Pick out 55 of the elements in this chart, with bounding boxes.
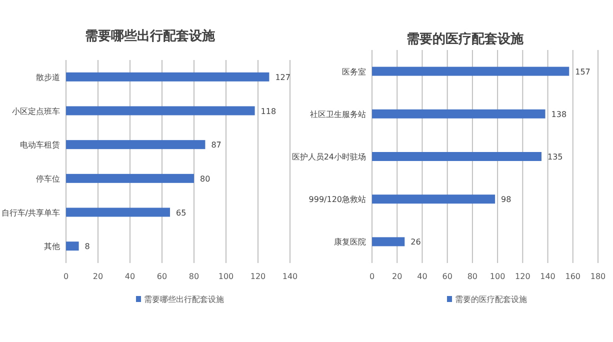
y-tick-label: 电动车租赁 bbox=[20, 140, 60, 150]
data-label: 98 bbox=[501, 195, 512, 204]
bar bbox=[66, 106, 255, 116]
x-tick-label: 0 bbox=[369, 272, 375, 281]
bar bbox=[372, 66, 570, 76]
data-label: 157 bbox=[575, 67, 590, 76]
y-tick-label: 社区卫生服务站 bbox=[310, 110, 366, 119]
data-label: 8 bbox=[84, 242, 90, 252]
x-tick-label: 100 bbox=[490, 272, 506, 281]
y-tick-label: 小区定点班车 bbox=[12, 106, 60, 116]
x-tick-label: 140 bbox=[540, 272, 556, 281]
x-tick-label: 20 bbox=[392, 272, 402, 281]
x-tick-label: 60 bbox=[156, 272, 168, 281]
x-tick-label: 180 bbox=[590, 272, 606, 281]
bar bbox=[372, 237, 405, 246]
bar bbox=[66, 140, 206, 150]
x-tick-label: 120 bbox=[515, 272, 530, 281]
legend-label: 需要的医疗配套设施 bbox=[455, 295, 527, 304]
y-tick-label: 停车位 bbox=[36, 174, 60, 184]
y-tick-label: 康复医院 bbox=[334, 238, 366, 247]
x-tick-label: 20 bbox=[92, 272, 104, 281]
data-label: 80 bbox=[200, 174, 210, 184]
data-label: 87 bbox=[211, 140, 222, 150]
bar bbox=[66, 174, 194, 183]
bar bbox=[372, 194, 496, 204]
data-label: 65 bbox=[176, 208, 186, 218]
data-label: 138 bbox=[551, 110, 567, 119]
x-tick-label: 40 bbox=[124, 272, 136, 281]
bar bbox=[66, 208, 170, 217]
data-label: 26 bbox=[410, 238, 421, 247]
x-tick-label: 80 bbox=[188, 272, 200, 281]
bar bbox=[372, 109, 546, 118]
y-tick-label: 医护人员24小时驻场 bbox=[292, 152, 366, 162]
bar bbox=[66, 72, 270, 82]
x-tick-label: 140 bbox=[282, 272, 298, 281]
x-tick-label: 100 bbox=[218, 272, 234, 281]
bar bbox=[372, 152, 542, 161]
data-label: 135 bbox=[548, 152, 563, 162]
x-tick-label: 80 bbox=[467, 272, 478, 281]
y-tick-label: 999/120急救站 bbox=[308, 195, 366, 204]
y-tick-label: 散步道 bbox=[36, 72, 60, 82]
y-tick-label: 自行车/共享单车 bbox=[1, 208, 60, 218]
chart-title: 需要哪些出行配套设施 bbox=[85, 28, 216, 44]
data-label: 127 bbox=[275, 72, 290, 82]
y-tick-label: 其他 bbox=[44, 242, 60, 252]
y-tick-label: 医务室 bbox=[342, 67, 366, 76]
x-tick-label: 0 bbox=[63, 272, 69, 281]
x-tick-label: 60 bbox=[442, 272, 452, 281]
x-tick-label: 120 bbox=[250, 272, 266, 281]
bar bbox=[66, 242, 79, 251]
x-tick-label: 40 bbox=[417, 272, 428, 281]
chart-title: 需要的医疗配套设施 bbox=[406, 31, 524, 47]
legend-label: 需要哪些出行配套设施 bbox=[144, 295, 224, 304]
x-tick-label: 160 bbox=[565, 272, 581, 281]
data-label: 118 bbox=[260, 106, 276, 116]
